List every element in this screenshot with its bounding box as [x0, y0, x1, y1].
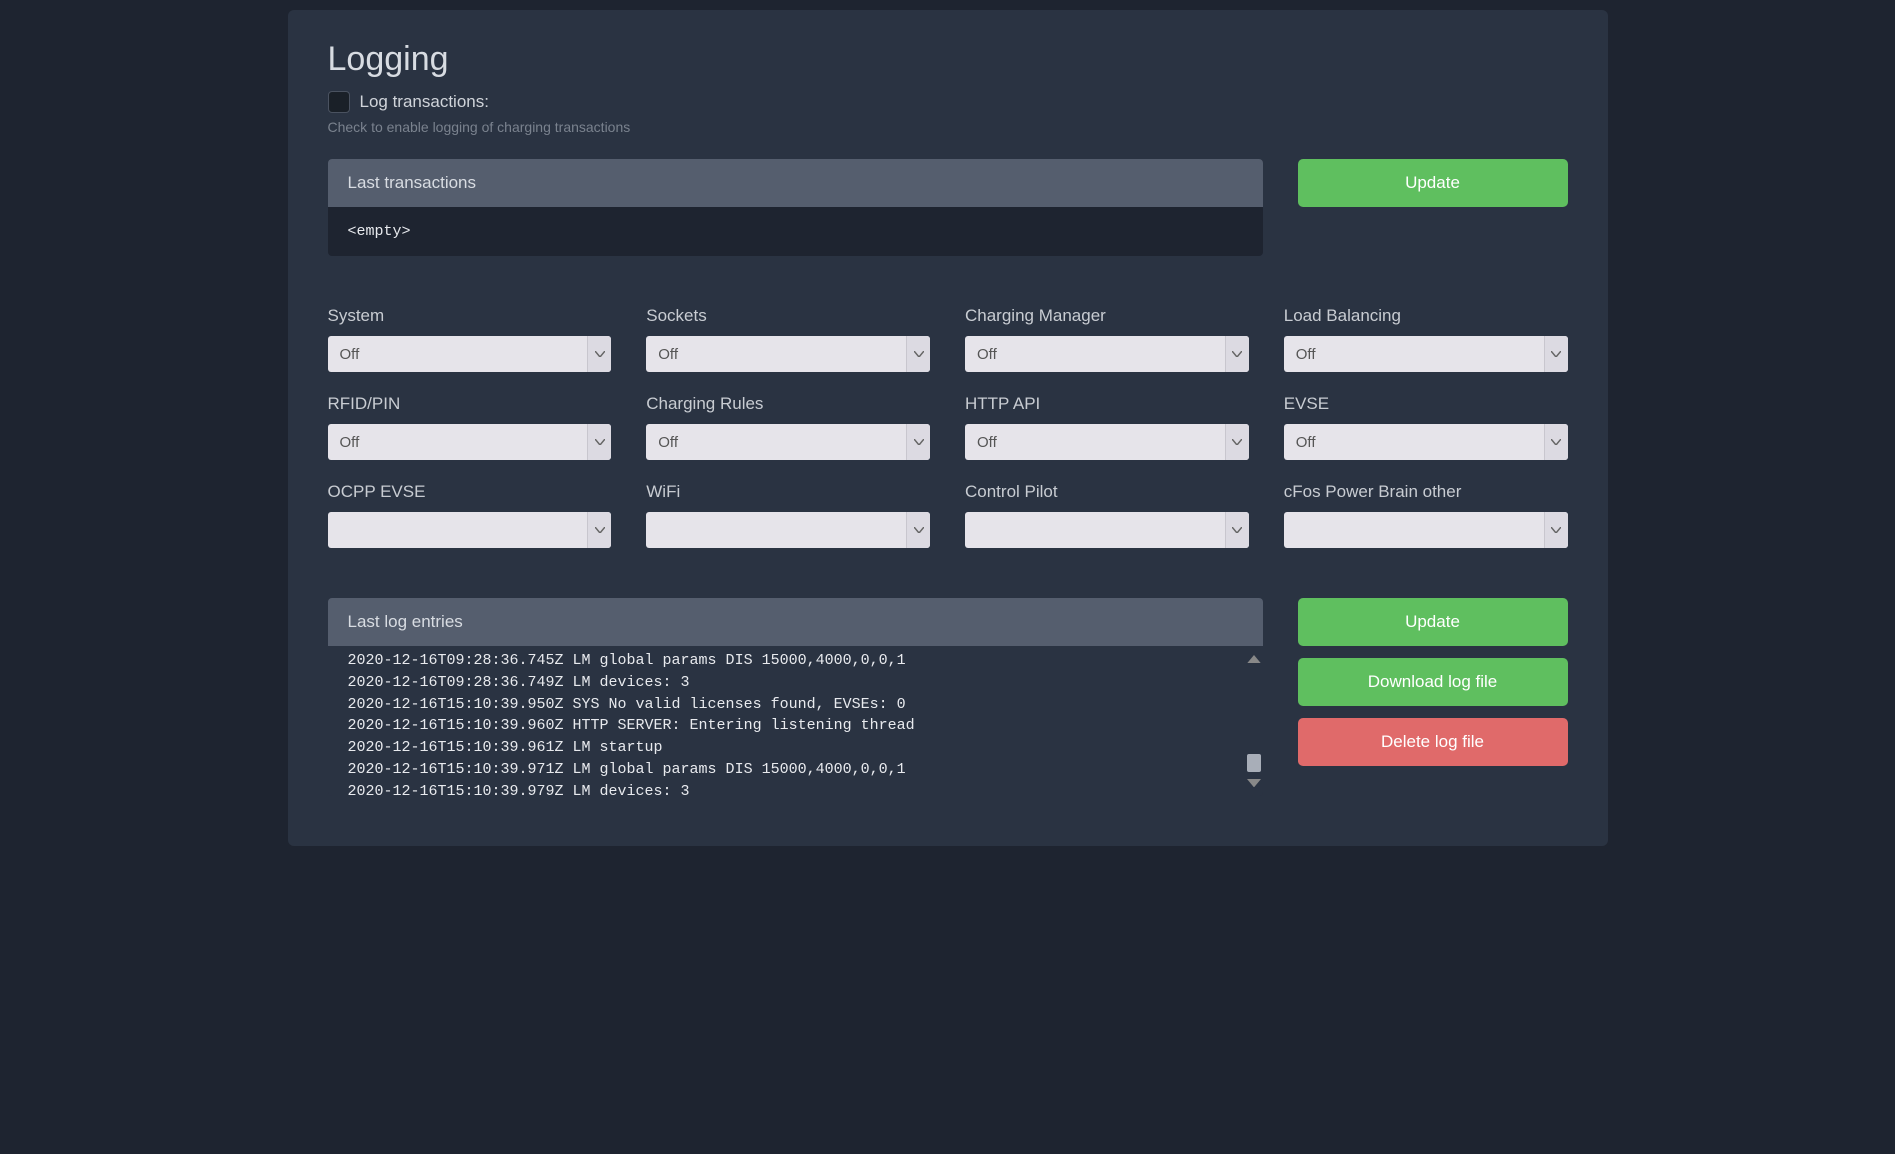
select-http-api[interactable]: Off — [965, 424, 1249, 460]
select-value: Off — [328, 424, 588, 460]
scroll-thumb[interactable] — [1247, 754, 1261, 772]
select-label: WiFi — [646, 482, 930, 502]
select-group-5: Charging Rules Off — [646, 394, 930, 460]
select-wifi[interactable] — [646, 512, 930, 548]
select-group-6: HTTP API Off — [965, 394, 1249, 460]
log-button-col: Update Download log file Delete log file — [1298, 598, 1568, 796]
last-transactions-header: Last transactions — [328, 159, 1263, 207]
chevron-down-icon — [587, 424, 611, 460]
chevron-down-icon — [1544, 336, 1568, 372]
last-transactions-card: Last transactions <empty> — [328, 159, 1263, 256]
log-line: 2020-12-16T09:28:36.745Z LM global param… — [348, 650, 1243, 672]
chevron-down-icon — [906, 424, 930, 460]
select-value: Off — [965, 424, 1225, 460]
log-transactions-checkbox[interactable] — [328, 91, 350, 113]
log-line: 2020-12-16T09:28:36.749Z LM devices: 3 — [348, 672, 1243, 694]
last-log-header: Last log entries — [328, 598, 1263, 646]
select-value — [1284, 512, 1544, 548]
transactions-row: Last transactions <empty> Update — [328, 159, 1568, 256]
select-group-10: Control Pilot — [965, 482, 1249, 548]
chevron-down-icon — [1225, 424, 1249, 460]
select-ocpp-evse[interactable] — [328, 512, 612, 548]
log-level-grid: SystemOffSocketsOffCharging ManagerOffLo… — [328, 306, 1568, 548]
last-transactions-body: <empty> — [328, 207, 1263, 256]
select-load-balancing[interactable]: Off — [1284, 336, 1568, 372]
select-group-3: Load Balancing Off — [1284, 306, 1568, 372]
select-value: Off — [646, 336, 906, 372]
select-value — [965, 512, 1225, 548]
chevron-down-icon — [906, 336, 930, 372]
log-line: 2020-12-16T15:10:39.950Z SYS No valid li… — [348, 694, 1243, 716]
select-label: System — [328, 306, 612, 326]
select-control-pilot[interactable] — [965, 512, 1249, 548]
select-value: Off — [1284, 424, 1544, 460]
select-group-2: Charging Manager Off — [965, 306, 1249, 372]
delete-log-button[interactable]: Delete log file — [1298, 718, 1568, 766]
log-line: 2020-12-16T15:10:39.971Z LM global param… — [348, 759, 1243, 781]
select-group-9: WiFi — [646, 482, 930, 548]
select-evse[interactable]: Off — [1284, 424, 1568, 460]
chevron-down-icon — [906, 512, 930, 548]
select-cfos-power-brain-other[interactable] — [1284, 512, 1568, 548]
select-charging-manager[interactable]: Off — [965, 336, 1249, 372]
log-transactions-label: Log transactions: — [360, 92, 489, 112]
scroll-down-icon[interactable] — [1247, 776, 1261, 790]
log-line: 2020-12-16T15:10:39.961Z LM startup — [348, 737, 1243, 759]
select-label: Load Balancing — [1284, 306, 1568, 326]
select-label: Control Pilot — [965, 482, 1249, 502]
chevron-down-icon — [1225, 336, 1249, 372]
select-label: HTTP API — [965, 394, 1249, 414]
log-transactions-row: Log transactions: — [328, 91, 1568, 113]
select-value — [646, 512, 906, 548]
select-sockets[interactable]: Off — [646, 336, 930, 372]
scroll-up-icon[interactable] — [1247, 652, 1261, 666]
chevron-down-icon — [587, 512, 611, 548]
log-line: 2020-12-16T15:10:39.979Z LM devices: 3 — [348, 781, 1243, 797]
download-log-button[interactable]: Download log file — [1298, 658, 1568, 706]
chevron-down-icon — [1544, 424, 1568, 460]
select-label: OCPP EVSE — [328, 482, 612, 502]
select-group-0: System Off — [328, 306, 612, 372]
select-charging-rules[interactable]: Off — [646, 424, 930, 460]
last-log-body: 2020-12-16T09:28:36.745Z LM global param… — [328, 646, 1263, 796]
select-label: EVSE — [1284, 394, 1568, 414]
update-transactions-button[interactable]: Update — [1298, 159, 1568, 207]
select-label: RFID/PIN — [328, 394, 612, 414]
chevron-down-icon — [587, 336, 611, 372]
log-line: 2020-12-16T15:10:39.960Z HTTP SERVER: En… — [348, 715, 1243, 737]
log-transactions-help: Check to enable logging of charging tran… — [328, 119, 1568, 135]
page-title: Logging — [328, 40, 1568, 79]
log-row: Last log entries 2020-12-16T09:28:36.745… — [328, 598, 1568, 796]
transactions-button-col: Update — [1298, 159, 1568, 256]
chevron-down-icon — [1544, 512, 1568, 548]
select-label: cFos Power Brain other — [1284, 482, 1568, 502]
select-group-11: cFos Power Brain other — [1284, 482, 1568, 548]
select-label: Charging Manager — [965, 306, 1249, 326]
select-value: Off — [646, 424, 906, 460]
chevron-down-icon — [1225, 512, 1249, 548]
select-value: Off — [1284, 336, 1544, 372]
log-scrollbar[interactable] — [1247, 652, 1261, 790]
select-label: Charging Rules — [646, 394, 930, 414]
select-value: Off — [965, 336, 1225, 372]
update-log-button[interactable]: Update — [1298, 598, 1568, 646]
select-system[interactable]: Off — [328, 336, 612, 372]
select-group-4: RFID/PIN Off — [328, 394, 612, 460]
select-group-1: Sockets Off — [646, 306, 930, 372]
select-value — [328, 512, 588, 548]
select-rfid-pin[interactable]: Off — [328, 424, 612, 460]
logging-panel: Logging Log transactions: Check to enabl… — [288, 10, 1608, 846]
select-value: Off — [328, 336, 588, 372]
select-group-8: OCPP EVSE — [328, 482, 612, 548]
select-group-7: EVSE Off — [1284, 394, 1568, 460]
select-label: Sockets — [646, 306, 930, 326]
last-log-card: Last log entries 2020-12-16T09:28:36.745… — [328, 598, 1263, 796]
